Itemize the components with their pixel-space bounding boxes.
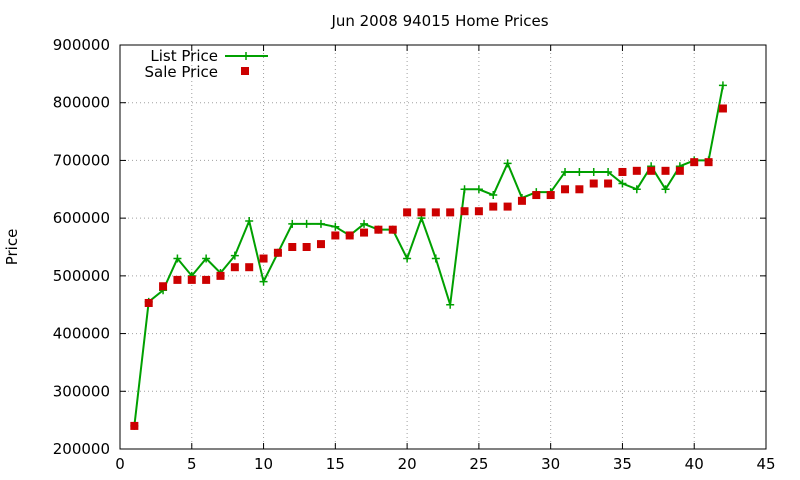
- sale-price-point: [273, 248, 282, 257]
- legend-label-sale-price: Sale Price: [145, 63, 218, 81]
- sale-price-point: [690, 158, 699, 167]
- x-tick-label: 15: [326, 455, 345, 473]
- y-tick-label: 800000: [53, 94, 110, 112]
- sale-price-point: [374, 225, 383, 234]
- sale-price-point: [316, 240, 325, 249]
- sale-price-point: [417, 208, 426, 217]
- sale-price-point: [245, 263, 254, 272]
- y-tick-label: 400000: [53, 325, 110, 343]
- x-tick-label: 25: [469, 455, 488, 473]
- list-price-point: [460, 185, 469, 194]
- sale-price-point: [331, 231, 340, 240]
- x-tick-label: 20: [398, 455, 417, 473]
- sale-price-point: [704, 158, 713, 167]
- sale-price-point: [503, 202, 512, 211]
- grid: [120, 45, 766, 449]
- list-price-point: [259, 277, 268, 286]
- list-price-point: [173, 254, 182, 263]
- list-price-point: [288, 219, 297, 228]
- list-price-point: [431, 254, 440, 263]
- sale-price-point: [561, 185, 570, 194]
- sale-price-point: [517, 196, 526, 205]
- sale-price-point: [173, 275, 182, 284]
- x-tick-label: 40: [685, 455, 704, 473]
- axis-ticks: 0 5 10 15 20 25 30 35 40 45 200000 300000 400000 5000…: [53, 36, 776, 473]
- list-price-point: [360, 219, 369, 228]
- list-price-point: [589, 167, 598, 176]
- sale-price-point: [345, 231, 354, 240]
- list-price-point: [403, 254, 412, 263]
- list-price-point: [331, 222, 340, 231]
- list-price-point: [661, 185, 670, 194]
- sale-price-point: [546, 191, 555, 200]
- sale-price-point: [202, 275, 211, 284]
- sale-price-point: [618, 167, 627, 176]
- sale-price-point: [575, 185, 584, 194]
- y-tick-label: 500000: [53, 267, 110, 285]
- sale-price-point: [144, 298, 153, 307]
- sale-price-point: [187, 275, 196, 284]
- chart-title: Jun 2008 94015 Home Prices: [330, 12, 548, 30]
- x-tick-label: 35: [613, 455, 632, 473]
- sale-price-point: [474, 207, 483, 216]
- sale-price-point: [230, 263, 239, 272]
- sale-price-point: [403, 208, 412, 217]
- sale-price-point: [431, 208, 440, 217]
- series-layer: [130, 81, 727, 430]
- list-price-point: [503, 159, 512, 168]
- legend: List Price Sale Price: [145, 47, 268, 81]
- legend-label-list-price: List Price: [150, 47, 218, 65]
- list-price-point: [446, 300, 455, 309]
- legend-marker-sale-price: [241, 67, 249, 75]
- y-tick-label: 200000: [53, 440, 110, 458]
- sale-price-point: [288, 243, 297, 251]
- sale-price-point: [388, 225, 397, 234]
- sale-price-point: [130, 421, 139, 430]
- sale-price-point: [718, 104, 727, 113]
- sale-price-point: [647, 166, 656, 175]
- list-price-point: [575, 167, 584, 176]
- sale-price-point: [360, 228, 369, 237]
- y-tick-label: 600000: [53, 209, 110, 227]
- legend-marker-list-price: [242, 52, 250, 60]
- sale-price-point: [661, 166, 670, 175]
- sale-price-point: [216, 271, 225, 280]
- sale-price-point: [302, 243, 311, 251]
- sale-price-point: [604, 179, 613, 188]
- y-tick-label: 900000: [53, 36, 110, 54]
- x-tick-label: 0: [115, 455, 125, 473]
- y-tick-label: 300000: [53, 382, 110, 400]
- list-price-point: [202, 254, 211, 263]
- list-price-point: [489, 191, 498, 200]
- x-tick-label: 5: [187, 455, 197, 473]
- list-price-point: [230, 251, 239, 260]
- list-price-point: [561, 167, 570, 176]
- sale-price-point: [489, 202, 498, 211]
- y-axis-label: Price: [3, 229, 21, 266]
- list-price-point: [302, 219, 311, 228]
- list-price-point: [618, 179, 627, 188]
- sale-price-point: [460, 207, 469, 216]
- sale-price-point: [159, 282, 168, 291]
- list-price-point: [632, 185, 641, 194]
- y-tick-label: 700000: [53, 151, 110, 169]
- sale-price-point: [675, 166, 684, 175]
- plot-frame: [119, 44, 767, 450]
- list-price-point: [604, 167, 613, 176]
- sale-price-point: [632, 166, 641, 175]
- list-price-point: [245, 217, 254, 226]
- x-tick-label: 30: [541, 455, 560, 473]
- sale-price-point: [589, 179, 598, 188]
- list-price-point: [316, 219, 325, 228]
- list-price-point: [718, 81, 727, 90]
- list-price-point: [474, 185, 483, 194]
- sale-price-point: [446, 208, 455, 217]
- series-line-list-price: [133, 85, 724, 427]
- x-tick-label: 45: [756, 455, 775, 473]
- sale-price-point: [259, 254, 268, 263]
- x-tick-label: 10: [254, 455, 273, 473]
- sale-price-point: [532, 191, 541, 200]
